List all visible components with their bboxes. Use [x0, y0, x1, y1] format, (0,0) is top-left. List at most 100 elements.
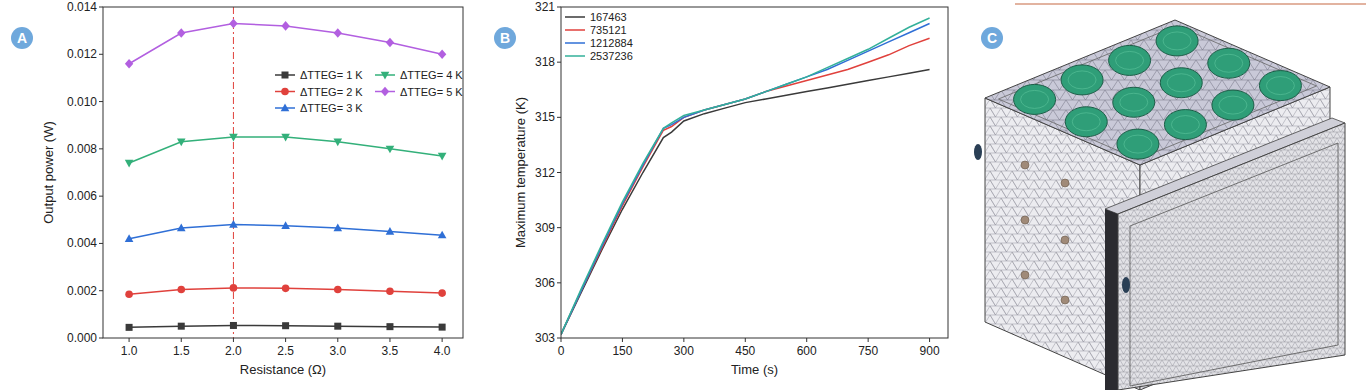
disc — [1061, 65, 1103, 95]
marker — [177, 286, 185, 294]
marker — [282, 285, 290, 293]
y-tick-label: 318 — [535, 55, 555, 69]
y-tick — [557, 117, 561, 118]
mesh-model — [974, 20, 1345, 390]
x-tick-label: 1.0 — [121, 344, 138, 358]
y-tick-label: 0.008 — [67, 142, 97, 156]
x-tick — [929, 338, 930, 342]
y-tick — [557, 282, 561, 283]
y-tick-label: 0.004 — [67, 236, 97, 250]
y-axis-label: Maximum temperature (K) — [513, 97, 528, 248]
marker — [281, 104, 290, 112]
plot-area — [561, 18, 930, 334]
y-tick — [99, 290, 103, 291]
x-axis-label: Time (s) — [731, 362, 778, 377]
panel-badge — [494, 27, 516, 49]
x-tick-label: 300 — [674, 344, 694, 358]
marker — [438, 289, 446, 297]
marker — [333, 224, 342, 232]
series-line — [561, 70, 930, 335]
y-tick-label: 0.014 — [67, 0, 97, 14]
plot-frame — [561, 7, 948, 338]
x-tick — [806, 338, 807, 342]
legend-label: 167463 — [590, 11, 627, 23]
y-tick — [557, 338, 561, 339]
plate-face — [1118, 123, 1345, 390]
y-tick — [557, 172, 561, 173]
x-tick-label: 900 — [920, 344, 940, 358]
series-line — [561, 38, 930, 334]
plate-edge — [1105, 209, 1118, 390]
y-tick-label: 0.000 — [67, 331, 97, 345]
chart-1: 0150300450600750900303306309312315318321… — [513, 0, 948, 377]
disc — [1113, 87, 1155, 117]
legend-label: 1212884 — [590, 37, 633, 49]
series-line — [561, 18, 930, 334]
marker — [230, 322, 237, 329]
y-tick-label: 315 — [535, 110, 555, 124]
panel-label: A — [17, 30, 27, 46]
disc-mesh — [1072, 113, 1100, 131]
panel-badge — [11, 27, 33, 49]
legend-swatch — [565, 55, 585, 57]
y-tick — [99, 338, 103, 339]
y-tick — [557, 62, 561, 63]
disc-mesh — [1021, 90, 1049, 108]
legend: ΔTTEG= 1 KΔTTEG= 2 KΔTTEG= 3 KΔTTEG= 4 K… — [275, 69, 463, 114]
y-tick-label: 0.002 — [67, 284, 97, 298]
x-tick — [129, 338, 130, 342]
marker — [177, 224, 186, 232]
disc-mesh — [1167, 74, 1195, 92]
x-tick — [442, 338, 443, 342]
x-tick-label: 750 — [858, 344, 878, 358]
y-tick — [99, 196, 103, 197]
y-tick-label: 321 — [535, 0, 555, 14]
marker — [386, 323, 393, 330]
marker — [178, 323, 185, 330]
y-tick-label: 0.006 — [67, 189, 97, 203]
panel-label: C — [987, 30, 997, 46]
x-tick — [622, 338, 623, 342]
x-tick-label: 4.0 — [434, 344, 451, 358]
disc-mesh — [1215, 54, 1243, 72]
disc-mesh — [1068, 71, 1096, 89]
marker — [177, 28, 185, 38]
figure: ABC1.01.52.02.53.03.54.00.0000.0020.0040… — [0, 0, 1366, 390]
y-tick — [99, 101, 103, 102]
disc — [1014, 84, 1056, 114]
bolt — [1021, 216, 1029, 224]
marker — [381, 87, 389, 97]
x-tick — [561, 338, 562, 342]
plot-area — [125, 7, 447, 338]
marker — [381, 72, 390, 80]
marker — [229, 220, 238, 228]
legend-label: ΔTTEG= 5 K — [400, 86, 463, 98]
legend: 16746373512112128842537236 — [565, 11, 633, 62]
marker — [438, 231, 447, 239]
marker — [334, 323, 341, 330]
disc — [1160, 68, 1202, 98]
legend-label: ΔTTEG= 1 K — [300, 69, 363, 81]
disc-mesh — [1219, 96, 1247, 114]
disc-mesh — [1171, 116, 1199, 134]
y-tick-label: 303 — [535, 331, 555, 345]
marker — [439, 324, 446, 331]
top-rule — [1015, 3, 1366, 5]
panel-label: B — [500, 30, 510, 46]
panel-badge — [981, 27, 1003, 49]
x-tick — [285, 338, 286, 342]
x-tick — [389, 338, 390, 342]
marker — [126, 324, 133, 331]
y-tick-label: 306 — [535, 276, 555, 290]
plate-rim — [1130, 143, 1338, 386]
marker — [333, 139, 342, 147]
disc — [1212, 90, 1254, 120]
y-tick — [557, 227, 561, 228]
y-tick-label: 312 — [535, 166, 555, 180]
marker — [125, 160, 134, 168]
disc — [1117, 129, 1159, 159]
disc — [1164, 110, 1206, 140]
disc-mesh — [1116, 51, 1144, 69]
x-tick-label: 1.5 — [173, 344, 190, 358]
marker — [281, 21, 289, 31]
